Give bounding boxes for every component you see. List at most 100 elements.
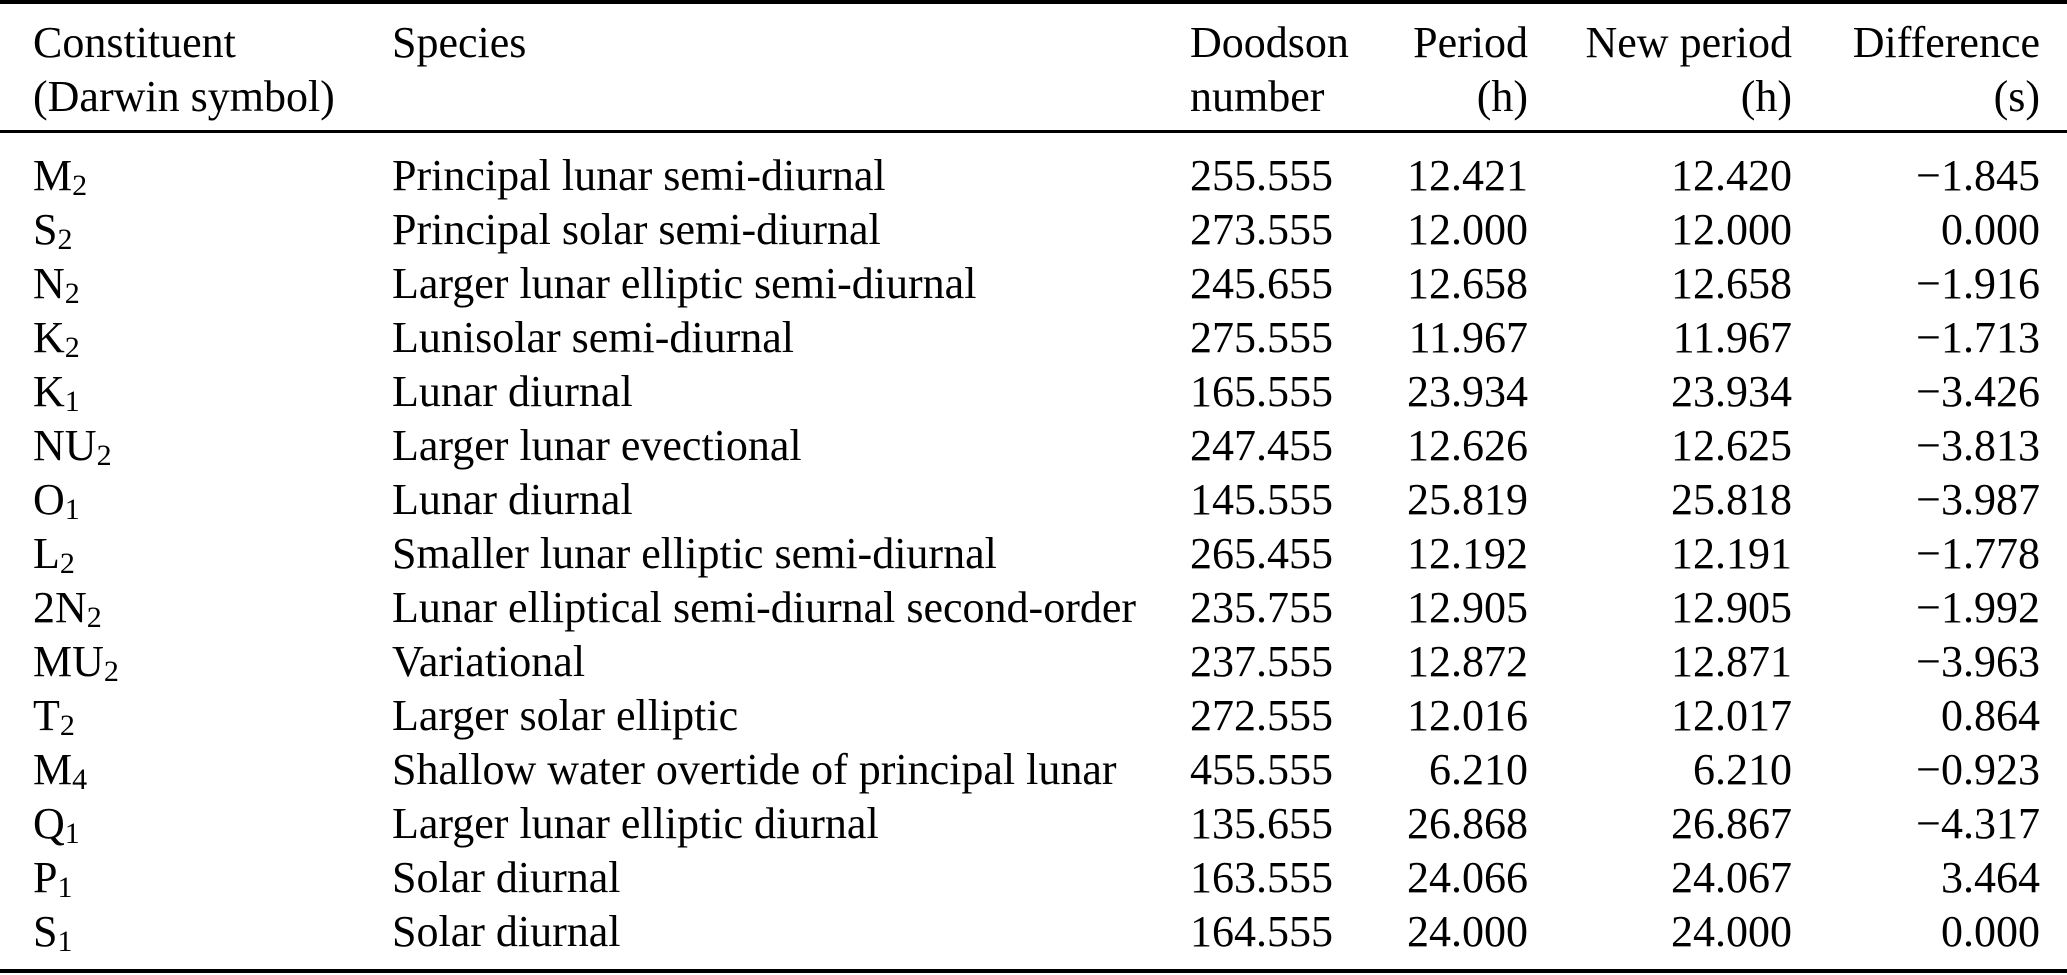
difference-cell: −1.845: [1916, 151, 2040, 200]
doodson-cell: 265.455: [1190, 529, 1333, 578]
constituent-subscript: 1: [64, 385, 80, 419]
period-cell: 12.905: [1407, 583, 1528, 632]
constituent-cell: L2: [0, 527, 392, 581]
constituent-symbol: 2N: [33, 583, 87, 632]
difference-cell: −3.963: [1916, 637, 2040, 686]
species-cell: Larger lunar elliptic semi-diurnal: [392, 259, 977, 308]
new-period-cell: 12.871: [1671, 637, 1792, 686]
constituent-symbol: K: [33, 313, 65, 362]
period-cell: 12.000: [1407, 205, 1528, 254]
constituent-symbol: MU: [33, 637, 104, 686]
doodson-cell: 272.555: [1190, 691, 1333, 740]
difference-cell: 3.464: [1941, 853, 2040, 902]
doodson-cell: 255.555: [1190, 151, 1333, 200]
constituent-subscript: 2: [96, 439, 112, 473]
constituent-subscript: 4: [72, 763, 88, 797]
table-row: S1 Solar diurnal 164.555 24.000 24.000 0.000: [0, 905, 2067, 971]
table-row: K2 Lunisolar semi-diurnal 275.555 11.967 11.…: [0, 311, 2067, 365]
constituent-symbol: K: [33, 367, 65, 416]
new-period-cell: 26.867: [1671, 799, 1792, 848]
constituent-subscript: 1: [64, 817, 80, 851]
species-cell: Shallow water overtide of principal luna…: [392, 745, 1117, 794]
period-cell: 25.819: [1407, 475, 1528, 524]
constituent-symbol: T: [33, 691, 60, 740]
species-cell: Solar diurnal: [392, 907, 621, 956]
constituent-subscript: 2: [103, 655, 119, 689]
col-header-line: Doodson: [1190, 18, 1349, 67]
difference-cell: −1.778: [1916, 529, 2040, 578]
constituent-subscript: 2: [59, 709, 75, 743]
table-body: M2 Principal lunar semi-diurnal 255.555 12.…: [0, 132, 2067, 972]
doodson-cell: 164.555: [1190, 907, 1333, 956]
constituent-symbol: Q: [33, 799, 65, 848]
col-header-line: Period: [1413, 18, 1528, 67]
difference-cell: −3.813: [1916, 421, 2040, 470]
species-cell: Solar diurnal: [392, 853, 621, 902]
constituent-subscript: 1: [57, 871, 73, 905]
table-row: 2N2 Lunar elliptical semi-diurnal second-…: [0, 581, 2067, 635]
table-row: Q1 Larger lunar elliptic diurnal 135.655 26…: [0, 797, 2067, 851]
constituent-symbol: N: [33, 259, 65, 308]
constituent-cell: M4: [0, 743, 392, 797]
difference-cell: −0.923: [1916, 745, 2040, 794]
constituent-subscript: 2: [72, 169, 88, 203]
new-period-cell: 12.000: [1671, 205, 1792, 254]
table-row: NU2 Larger lunar evectional 247.455 12.626 1…: [0, 419, 2067, 473]
table-row: T2 Larger solar elliptic 272.555 12.016 12.0…: [0, 689, 2067, 743]
difference-cell: −1.713: [1916, 313, 2040, 362]
species-cell: Smaller lunar elliptic semi-diurnal: [392, 529, 997, 578]
col-header-line: (h): [1740, 72, 1792, 121]
species-cell: Larger lunar elliptic diurnal: [392, 799, 879, 848]
constituent-cell: O1: [0, 473, 392, 527]
col-header-constituent: Constituent (Darwin symbol): [0, 2, 392, 132]
difference-cell: −4.317: [1916, 799, 2040, 848]
period-cell: 12.421: [1407, 151, 1528, 200]
constituent-cell: 2N2: [0, 581, 392, 635]
new-period-cell: 12.658: [1671, 259, 1792, 308]
period-cell: 6.210: [1429, 745, 1528, 794]
doodson-cell: 163.555: [1190, 853, 1333, 902]
col-header-difference: Difference (s): [1792, 2, 2067, 132]
new-period-cell: 11.967: [1672, 313, 1792, 362]
col-header-line: (h): [1476, 72, 1528, 121]
species-cell: Principal lunar semi-diurnal: [392, 151, 886, 200]
constituent-cell: NU2: [0, 419, 392, 473]
difference-cell: −3.426: [1916, 367, 2040, 416]
constituent-cell: Q1: [0, 797, 392, 851]
col-header-line: Species: [392, 18, 527, 67]
col-header-period: Period (h): [1350, 2, 1528, 132]
constituent-subscript: 2: [57, 223, 73, 257]
difference-cell: −1.992: [1916, 583, 2040, 632]
species-cell: Lunisolar semi-diurnal: [392, 313, 795, 362]
doodson-cell: 165.555: [1190, 367, 1333, 416]
table-row: MU2 Variational 237.555 12.872 12.871 −3.963: [0, 635, 2067, 689]
species-cell: Variational: [392, 637, 586, 686]
constituent-cell: N2: [0, 257, 392, 311]
doodson-cell: 245.655: [1190, 259, 1333, 308]
period-cell: 12.016: [1407, 691, 1528, 740]
period-cell: 12.192: [1407, 529, 1528, 578]
constituent-subscript: 1: [57, 925, 73, 959]
constituent-subscript: 2: [64, 331, 80, 365]
table-row: P1 Solar diurnal 163.555 24.066 24.067 3.464: [0, 851, 2067, 905]
doodson-cell: 247.455: [1190, 421, 1333, 470]
constituent-symbol: M: [33, 151, 73, 200]
new-period-cell: 24.067: [1671, 853, 1792, 902]
col-header-new-period: New period (h): [1528, 2, 1793, 132]
doodson-cell: 275.555: [1190, 313, 1333, 362]
constituent-cell: T2: [0, 689, 392, 743]
period-cell: 12.872: [1407, 637, 1528, 686]
table-row: S2 Principal solar semi-diurnal 273.555 12.…: [0, 203, 2067, 257]
species-cell: Principal solar semi-diurnal: [392, 205, 881, 254]
period-cell: 24.066: [1407, 853, 1528, 902]
constituent-cell: K2: [0, 311, 392, 365]
col-header-line: Constituent: [33, 18, 236, 67]
new-period-cell: 6.210: [1693, 745, 1792, 794]
doodson-cell: 455.555: [1190, 745, 1333, 794]
table-row: K1 Lunar diurnal 165.555 23.934 23.934 −3.426: [0, 365, 2067, 419]
constituent-symbol: P: [33, 853, 58, 902]
constituent-subscript: 2: [64, 277, 80, 311]
col-header-line: (Darwin symbol): [33, 72, 335, 121]
doodson-cell: 135.655: [1190, 799, 1333, 848]
